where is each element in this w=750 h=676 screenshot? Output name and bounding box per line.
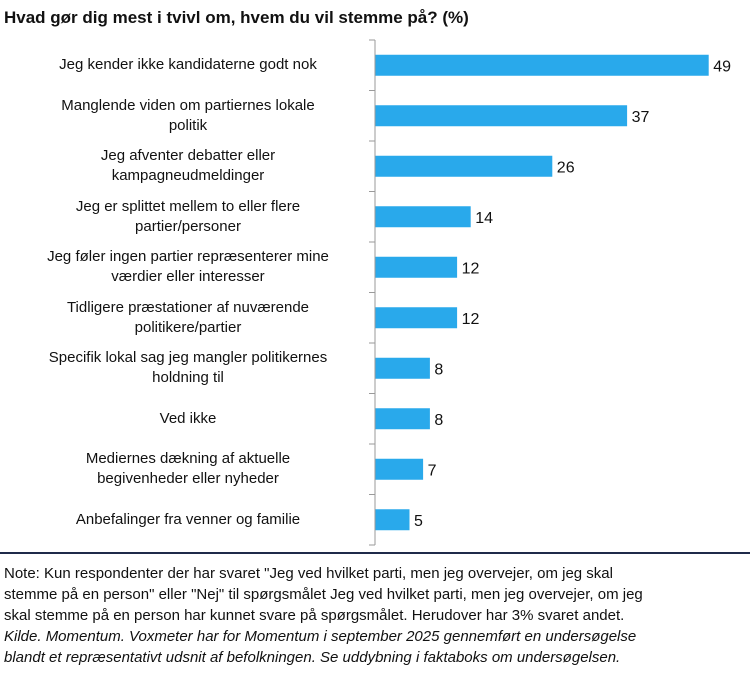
bar (375, 206, 471, 228)
category-label-line: kampagneudmeldinger (111, 167, 265, 185)
category-label-line: Specifik lokal sag jeg mangler politiker… (48, 349, 328, 367)
bar (375, 307, 458, 329)
bar (375, 509, 410, 531)
source-line: blandt et repræsentativt udsnit af befol… (4, 649, 621, 666)
note-line: skal stemme på en person har kunnet svar… (4, 607, 625, 624)
category-label-line: Jeg kender ikke kandidaterne godt nok (59, 56, 317, 74)
category-label-line: politikere/partier (134, 318, 242, 336)
bar (375, 357, 430, 379)
category-label-line: Mediernes dækning af aktuelle (85, 450, 291, 468)
note-line: stemme på en person" eller "Nej" til spø… (4, 586, 643, 603)
category-label: Jeg føler ingen partier repræsenterer mi… (18, 247, 358, 287)
category-label-line: Anbefalinger fra venner og familie (75, 510, 301, 528)
category-label: Jeg er splittet mellem to eller flere par… (18, 197, 358, 237)
category-label-line: Jeg føler ingen partier repræsenterer mi… (47, 248, 329, 266)
category-label-line: Jeg afventer debatter eller (100, 147, 276, 165)
category-label: Ved ikke (18, 409, 358, 429)
note-line: Note: Kun respondenter der har svaret "J… (4, 565, 613, 582)
category-label: Manglende viden om partiernes lokale poli… (18, 96, 358, 136)
category-label: Jeg afventer debatter eller kampagneudmel… (18, 146, 358, 186)
category-label-line: begivenheder eller nyheder (97, 470, 279, 488)
bar (375, 458, 424, 480)
category-label-line: partier/personer (135, 217, 241, 235)
bar (375, 408, 430, 430)
bar-chart: 49 37 26 14 12 12 8 8 7 5 (369, 39, 731, 546)
data-label: 49 (713, 58, 731, 75)
chart-title: Hvad gør dig mest i tvivl om, hvem du vi… (4, 8, 469, 27)
data-label: 8 (434, 361, 443, 378)
category-label: Anbefalinger fra venner og familie (18, 510, 358, 530)
category-label: Mediernes dækning af aktuelle begivenhede… (18, 449, 358, 489)
category-label-line: Ved ikke (159, 409, 217, 427)
bar (375, 256, 458, 278)
data-label: 26 (557, 159, 575, 176)
category-label-line: værdier eller interesser (111, 268, 265, 286)
category-label-line: Manglende viden om partiernes lokale (61, 96, 315, 114)
bar (375, 105, 628, 127)
data-label: 12 (462, 260, 480, 277)
bar (375, 155, 553, 177)
separator-line (0, 552, 750, 554)
data-label: 5 (414, 513, 423, 530)
category-label: Tidligere præstationer af nuværende polit… (18, 298, 358, 338)
bar (375, 54, 709, 76)
category-label: Specifik lokal sag jeg mangler politiker… (18, 348, 358, 388)
category-label-line: politik (168, 116, 208, 134)
category-label-line: holdning til (152, 369, 224, 387)
data-label: 8 (434, 412, 443, 429)
data-label: 37 (632, 109, 650, 126)
data-label: 7 (428, 462, 437, 479)
category-label-line: Jeg er splittet mellem to eller flere (75, 197, 301, 215)
data-label: 14 (475, 210, 493, 227)
source-line: Kilde. Momentum. Voxmeter har for Moment… (4, 628, 637, 645)
category-label-line: Tidligere præstationer af nuværende (66, 298, 310, 316)
data-label: 12 (462, 311, 480, 328)
category-label: Jeg kender ikke kandidaterne godt nok (18, 55, 358, 75)
